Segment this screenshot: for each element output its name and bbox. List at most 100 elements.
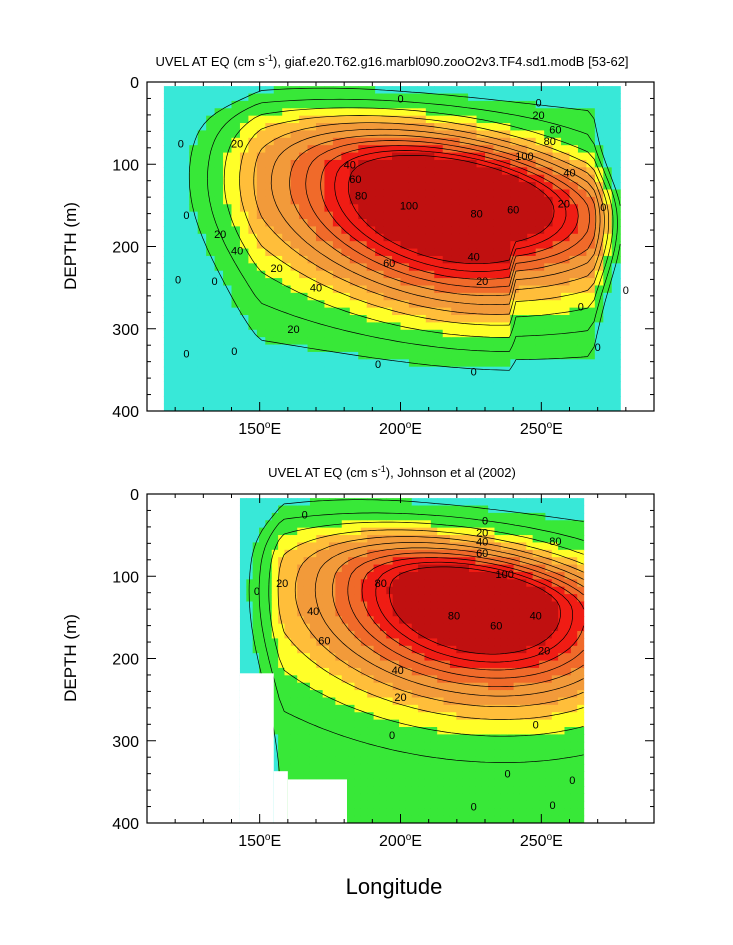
field-cell	[248, 396, 258, 405]
field-cell	[223, 137, 233, 146]
field-cell	[494, 601, 502, 610]
field-cell	[488, 800, 496, 809]
field-cell	[518, 300, 528, 309]
field-cell	[341, 734, 349, 743]
field-cell	[430, 778, 438, 787]
field-cell	[332, 100, 342, 109]
field-cell	[501, 100, 511, 109]
field-cell	[507, 719, 515, 728]
field-cell	[299, 388, 309, 397]
field-cell	[290, 586, 298, 595]
field-cell	[271, 571, 279, 580]
field-cell	[468, 381, 478, 390]
field-cell	[449, 741, 457, 750]
field-cell	[430, 675, 438, 684]
field-cell	[532, 616, 540, 625]
field-cell	[586, 233, 596, 242]
field-cell	[367, 594, 375, 603]
field-cell	[383, 196, 393, 205]
field-cell	[462, 616, 470, 625]
field-cell	[449, 682, 457, 691]
field-cell	[163, 211, 173, 220]
field-cell	[417, 145, 427, 154]
field-cell	[271, 564, 279, 573]
field-cell	[544, 248, 554, 257]
field-cell	[558, 667, 566, 676]
field-cell	[284, 557, 292, 566]
field-cell	[341, 653, 349, 662]
field-cell	[594, 86, 604, 95]
field-cell	[425, 130, 435, 139]
field-cell	[367, 800, 375, 809]
field-cell	[360, 505, 368, 514]
field-cell	[273, 211, 283, 220]
field-cell	[379, 645, 387, 654]
field-cell	[408, 241, 418, 250]
field-cell	[307, 351, 317, 360]
field-cell	[437, 557, 445, 566]
field-cell	[303, 594, 311, 603]
field-cell	[545, 793, 553, 802]
field-cell	[278, 520, 286, 529]
field-cell	[449, 571, 457, 580]
field-cell	[449, 660, 457, 669]
field-cell	[399, 535, 406, 544]
field-cell	[469, 682, 476, 691]
field-cell	[494, 542, 502, 551]
field-cell	[392, 248, 402, 257]
field-cell	[564, 771, 572, 780]
field-cell	[561, 137, 571, 146]
field-cell	[375, 263, 385, 272]
field-cell	[469, 638, 476, 647]
field-cell	[282, 167, 292, 176]
field-cell	[248, 115, 258, 124]
field-cell	[335, 631, 343, 639]
field-cell	[349, 322, 359, 331]
field-cell	[425, 359, 435, 368]
field-cell	[469, 579, 476, 588]
field-cell	[307, 263, 317, 272]
field-cell	[551, 498, 559, 507]
field-cell	[383, 322, 393, 331]
field-cell	[265, 315, 275, 323]
field-cell	[475, 756, 483, 765]
field-cell	[468, 351, 478, 360]
field-cell	[469, 786, 476, 795]
contour-label: 40	[392, 665, 404, 677]
field-cell	[526, 749, 534, 758]
field-cell	[434, 189, 444, 198]
field-cell	[577, 719, 585, 728]
field-cell	[367, 527, 375, 536]
field-cell	[172, 374, 182, 383]
field-cell	[545, 498, 553, 507]
field-cell	[611, 374, 621, 383]
field-cell	[527, 86, 537, 95]
field-cell	[424, 579, 432, 588]
field-cell	[239, 241, 249, 250]
contour-label: 60	[383, 258, 395, 270]
field-cell	[307, 374, 317, 383]
field-cell	[231, 145, 241, 154]
field-cell	[451, 337, 461, 346]
field-cell	[163, 152, 173, 161]
field-cell	[408, 174, 418, 183]
field-cell	[451, 374, 461, 383]
field-cell	[400, 374, 410, 383]
field-cell	[577, 579, 585, 588]
field-cell	[603, 123, 613, 132]
field-cell	[443, 808, 451, 817]
field-cell	[526, 756, 534, 765]
field-cell	[451, 366, 461, 375]
field-cell	[527, 152, 537, 161]
field-cell	[569, 322, 579, 331]
field-cell	[322, 594, 330, 603]
field-cell	[417, 241, 427, 250]
field-cell	[189, 86, 199, 95]
field-cell	[386, 616, 394, 625]
field-cell	[273, 159, 283, 168]
field-cell	[290, 645, 298, 654]
field-cell	[223, 219, 233, 227]
field-cell	[437, 741, 445, 750]
field-cell	[341, 557, 349, 566]
field-cell	[316, 359, 326, 368]
